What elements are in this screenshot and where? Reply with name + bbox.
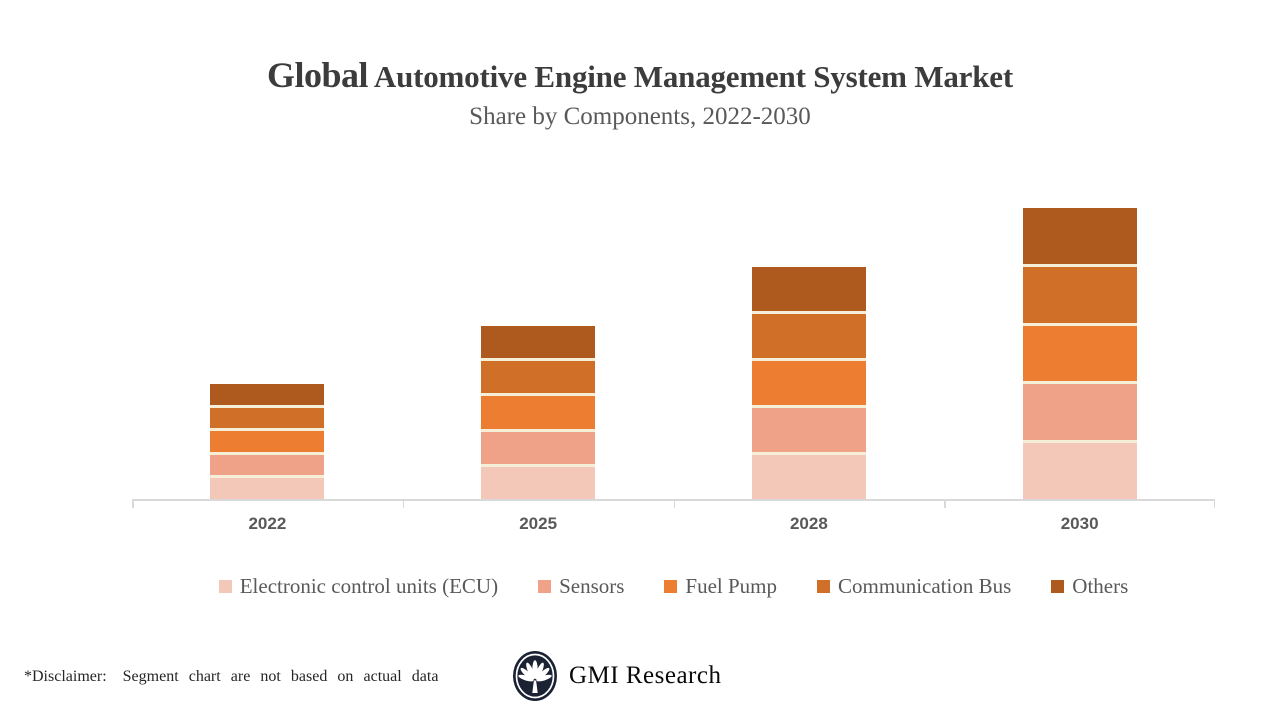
x-axis-labels: 2022 2025 2028 2030 — [132, 514, 1215, 534]
bar-segment-communication-bus — [1022, 266, 1137, 323]
page-title-rest: Automotive Engine Management System Mark… — [368, 59, 1013, 94]
bar-segment-communication-bus — [481, 361, 596, 394]
x-axis-label-2030: 2030 — [1060, 514, 1099, 533]
stacked-bar-2022 — [210, 384, 325, 499]
brand-logo-group: GMI Research — [512, 650, 721, 702]
legend-swatch-others — [1051, 580, 1065, 593]
disclaimer: *Disclaimer: Segment chart are not based … — [24, 668, 438, 686]
legend-label-fuel-pump: Fuel Pump — [685, 574, 778, 598]
stacked-bar-2028 — [751, 267, 866, 499]
palm-fan-ellipse-icon — [513, 651, 557, 701]
legend-label-sensors: Sensors — [559, 574, 625, 598]
bar-segment-others — [210, 384, 325, 405]
category-slot-2022 — [132, 200, 403, 499]
legend-label-communication-bus: Communication Bus — [838, 574, 1012, 598]
bar-segment-electronic-control-units-ecu- — [751, 455, 866, 499]
bar-segment-sensors — [1022, 384, 1137, 441]
legend-item-ecu: Electronic control units (ECU) — [218, 574, 499, 599]
page-subtitle: Share by Components, 2022-2030 — [469, 102, 811, 130]
bar-segment-fuel-pump — [210, 431, 325, 452]
legend-swatch-communication-bus — [817, 580, 831, 593]
bar-segment-communication-bus — [751, 314, 866, 358]
disclaimer-text: Segment chart are not based on actual da… — [122, 668, 439, 685]
legend-label-ecu: Electronic control units (ECU) — [239, 574, 499, 598]
disclaimer-label: *Disclaimer: — [24, 668, 107, 685]
bar-segment-others — [751, 267, 866, 311]
bar-segment-electronic-control-units-ecu- — [481, 466, 596, 500]
page-title-lead: Global — [267, 55, 369, 95]
legend: Electronic control units (ECU) Sensors F… — [132, 574, 1215, 599]
legend-swatch-fuel-pump — [664, 580, 678, 593]
x-axis-label-2025: 2025 — [519, 514, 558, 533]
legend-swatch-ecu — [218, 580, 232, 593]
x-axis-label-2022: 2022 — [248, 514, 287, 533]
plot-area — [132, 200, 1215, 508]
legend-item-sensors: Sensors — [538, 574, 624, 599]
bar-segment-electronic-control-units-ecu- — [210, 478, 325, 499]
page-title: Global Automotive Engine Management Syst… — [0, 55, 1280, 96]
bar-segment-sensors — [210, 454, 325, 476]
axis-tick — [1213, 499, 1215, 508]
chart-header: Global Automotive Engine Management Syst… — [0, 55, 1280, 131]
legend-swatch-sensors — [538, 580, 552, 593]
category-slot-2030 — [944, 200, 1215, 499]
bar-segment-fuel-pump — [481, 396, 596, 429]
bar-segment-others — [1022, 208, 1137, 264]
axis-tick — [944, 499, 946, 508]
category-slot-2028 — [674, 200, 945, 499]
axis-tick — [132, 499, 134, 508]
axis-tick — [673, 499, 675, 508]
legend-item-others: Others — [1051, 574, 1128, 599]
bar-segment-electronic-control-units-ecu- — [1022, 443, 1137, 499]
legend-label-others: Others — [1072, 574, 1129, 598]
x-axis-label-2028: 2028 — [789, 514, 828, 533]
stacked-bar-2025 — [481, 326, 596, 500]
bar-segment-sensors — [481, 431, 596, 464]
bar-segment-fuel-pump — [1022, 325, 1137, 382]
bar-segment-sensors — [751, 408, 866, 452]
legend-item-communication-bus: Communication Bus — [817, 574, 1011, 599]
brand-name: GMI Research — [569, 662, 722, 689]
legend-item-fuel-pump: Fuel Pump — [664, 574, 777, 599]
bar-segment-fuel-pump — [751, 361, 866, 405]
axis-tick — [402, 499, 405, 508]
category-slot-2025 — [403, 200, 674, 500]
bar-segment-others — [481, 326, 596, 359]
bar-segment-communication-bus — [210, 407, 325, 429]
stacked-bar-2030 — [1022, 208, 1137, 499]
